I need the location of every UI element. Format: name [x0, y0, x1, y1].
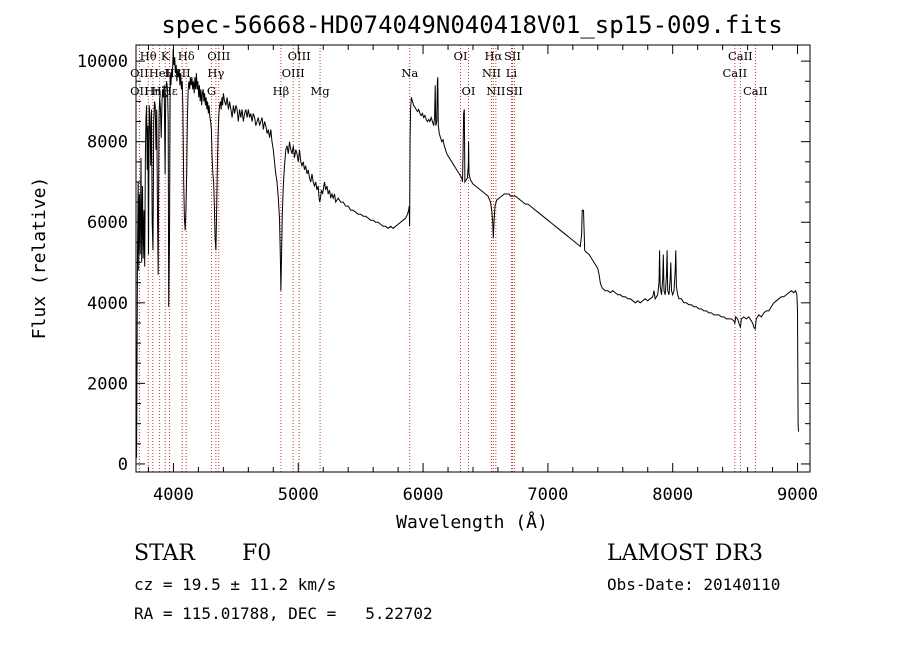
line-marker-label: G	[207, 84, 216, 98]
x-axis-ticks: 4000 5000 6000 7000 8000 9000	[147, 45, 818, 505]
line-marker-label: OI	[454, 49, 468, 63]
observation-date: Obs-Date: 20140110	[607, 575, 780, 594]
line-marker-label: Li	[506, 66, 518, 80]
line-marker-label: H	[165, 66, 175, 80]
x-tick-label: 7000	[527, 485, 568, 505]
line-marker-label: K	[161, 49, 170, 63]
coordinates: RA = 115.01788, DEC = 5.22702	[134, 604, 433, 623]
line-marker-label: OII	[130, 84, 149, 98]
redshift-value: cz = 19.5 ± 11.2 km/s	[134, 575, 336, 594]
line-marker-label: OI	[462, 84, 476, 98]
line-marker-label: NII	[486, 84, 505, 98]
line-marker-label: Mg	[311, 84, 331, 98]
x-tick-label: 9000	[777, 485, 818, 505]
object-type: STAR	[134, 541, 196, 566]
y-tick-label: 4000	[87, 294, 128, 314]
line-marker-label: OIII	[207, 49, 230, 63]
line-marker-group	[138, 45, 756, 472]
line-marker-label: Na	[401, 66, 418, 80]
survey-name: LAMOST DR3	[607, 541, 763, 566]
y-axis-label: Flux (relative)	[29, 177, 50, 340]
y-tick-label: 8000	[87, 133, 128, 153]
line-marker-label: Hβ	[273, 84, 290, 98]
line-marker-label: Hη	[144, 84, 161, 98]
line-marker-label: Hδ	[178, 49, 195, 63]
line-marker-label: OIII	[288, 49, 311, 63]
line-marker-label: Hθ	[140, 49, 157, 63]
line-marker-label: OII	[130, 66, 149, 80]
line-marker-label: CaII	[722, 66, 747, 80]
chart-title: spec-56668-HD074049N040418V01_sp15-009.f…	[161, 11, 782, 39]
line-marker-label: NII	[482, 66, 501, 80]
line-marker-label: Hγ	[207, 66, 224, 80]
line-marker-label: CaII	[743, 84, 768, 98]
y-tick-label: 6000	[87, 213, 128, 233]
x-tick-label: 6000	[403, 485, 444, 505]
line-marker-label: Hα	[484, 49, 502, 63]
line-marker-label: CaII	[728, 49, 753, 63]
x-tick-label: 5000	[278, 485, 319, 505]
y-axis-ticks: 0 2000 4000 6000 8000 10000	[77, 52, 810, 475]
x-tick-label: 8000	[652, 485, 693, 505]
line-marker-label: SII	[504, 49, 521, 63]
y-tick-label: 10000	[77, 52, 128, 72]
line-marker-label: HeI	[149, 66, 170, 80]
y-tick-label: 2000	[87, 374, 128, 394]
x-tick-label: 4000	[153, 485, 194, 505]
line-marker-label: OIII	[282, 66, 305, 80]
y-tick-label: 0	[118, 455, 128, 475]
line-marker-label: SII	[506, 84, 523, 98]
x-axis-label: Wavelength (Å)	[396, 511, 548, 533]
spectrum-line	[135, 48, 799, 458]
spectral-subclass: F0	[242, 541, 271, 566]
